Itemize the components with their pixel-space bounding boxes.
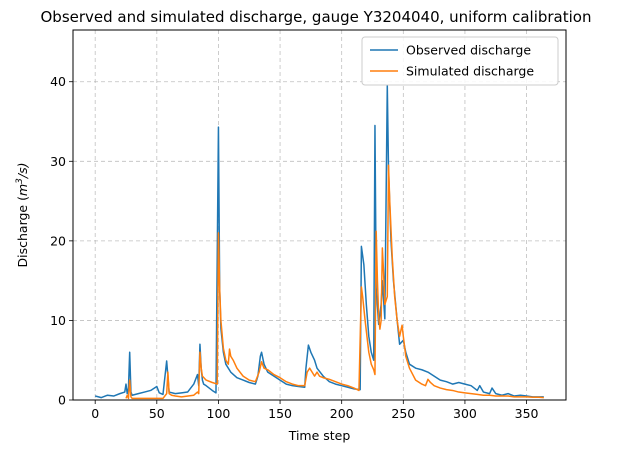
y-axis-label: Discharge (m3/s) <box>15 163 30 268</box>
y-tick-label: 0 <box>58 393 66 408</box>
chart-title: Observed and simulated discharge, gauge … <box>41 8 592 26</box>
x-tick-label: 100 <box>207 406 231 421</box>
y-axis-label-unit-sup: 3 <box>15 178 25 184</box>
y-tick-label: 20 <box>50 233 66 248</box>
x-tick-label: 250 <box>391 406 415 421</box>
y-tick-label: 40 <box>50 74 66 89</box>
y-axis-label-unit-tail: /s) <box>15 163 30 180</box>
series-line-observed <box>95 84 544 399</box>
y-tick-label: 30 <box>50 154 66 169</box>
x-tick-label: 150 <box>268 406 292 421</box>
y-axis-ticks: 0 10 20 30 40 <box>50 74 73 408</box>
plot-frame <box>72 29 567 401</box>
x-tick-label: 300 <box>453 406 477 421</box>
y-axis-label-main: Discharge ( <box>15 196 30 267</box>
legend: Observed discharge Simulated discharge <box>361 36 559 86</box>
x-axis-ticks: 0 50 100 150 200 250 300 350 <box>91 400 539 421</box>
series-layer <box>95 84 544 400</box>
y-axis-label-unit: m <box>15 184 30 196</box>
x-tick-label: 200 <box>330 406 354 421</box>
x-axis-label: Time step <box>288 428 351 443</box>
series-line-simulated <box>125 164 544 400</box>
x-tick-label: 50 <box>149 406 165 421</box>
legend-label-observed: Observed discharge <box>406 43 531 58</box>
legend-box <box>361 36 559 86</box>
x-tick-label: 350 <box>515 406 539 421</box>
legend-label-simulated: Simulated discharge <box>406 64 534 79</box>
y-tick-label: 10 <box>50 313 66 328</box>
x-tick-label: 0 <box>91 406 99 421</box>
